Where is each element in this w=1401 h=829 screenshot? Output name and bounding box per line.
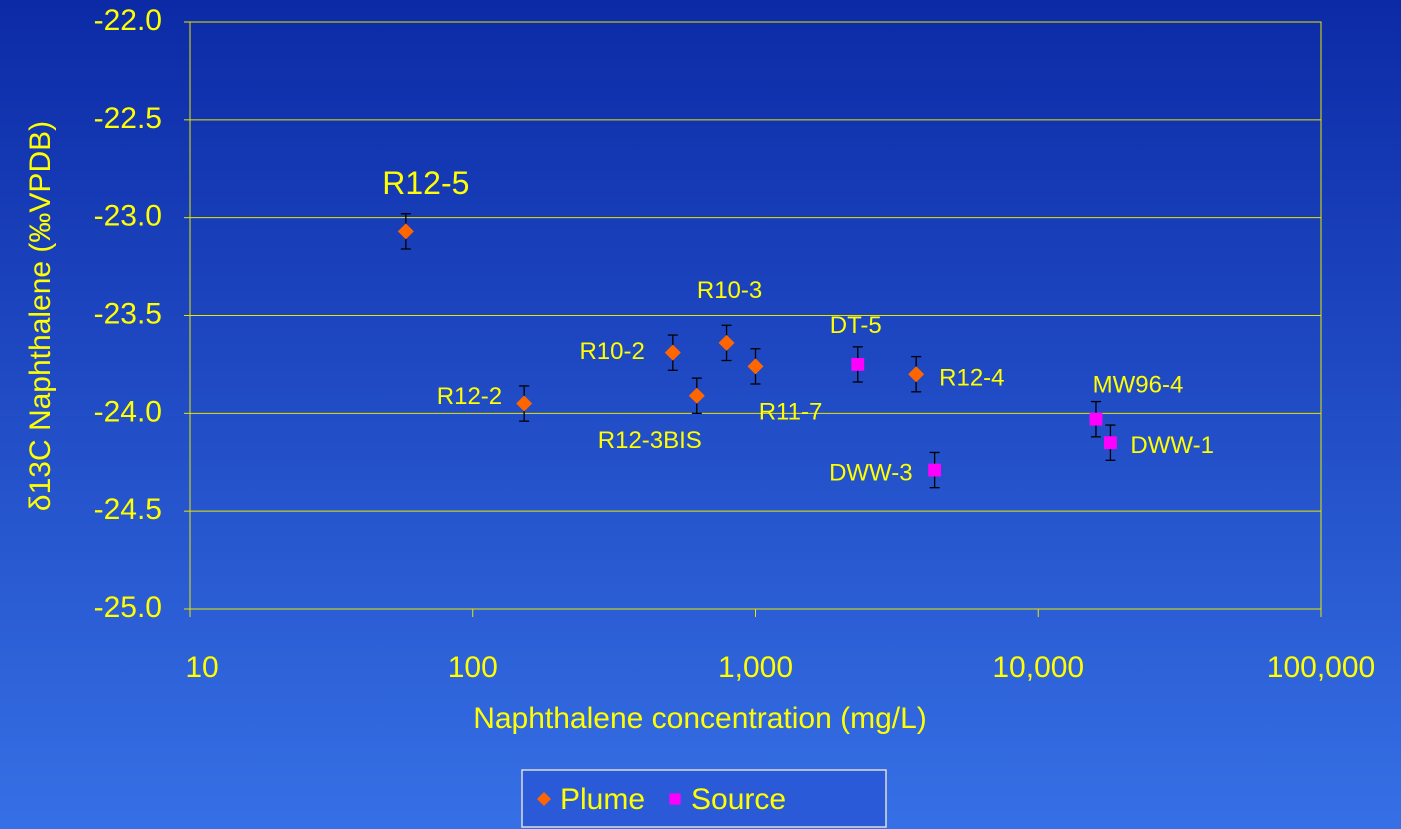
- point-label: R10-2: [579, 338, 644, 365]
- point-label: DT-5: [830, 312, 882, 339]
- legend-marker: [669, 793, 681, 805]
- x-tick-label: 10,000: [992, 651, 1084, 684]
- x-tick-label: 100,000: [1267, 651, 1375, 684]
- point: [928, 463, 942, 477]
- point: [908, 366, 925, 383]
- x-axis-label: Naphthalene concentration (mg/L): [473, 702, 927, 735]
- point: [516, 395, 533, 412]
- y-tick-label: -23.5: [94, 297, 162, 330]
- plot-frame: [189, 21, 1322, 610]
- x-tick-label: 100: [448, 651, 498, 684]
- legend-box: [521, 769, 887, 828]
- point: [1089, 412, 1103, 426]
- point: [747, 358, 764, 375]
- point: [397, 223, 414, 240]
- point-label: R11-7: [759, 399, 823, 426]
- y-axis-label: δ13C Naphthalene (‰VPDB): [24, 121, 57, 511]
- x-tick-label: 10: [185, 651, 218, 684]
- point: [718, 334, 735, 351]
- point-label: R12-4: [939, 365, 1004, 392]
- y-tick-label: -24.5: [94, 493, 162, 526]
- point-label: R12-2: [437, 383, 502, 410]
- y-tick-label: -23.0: [94, 200, 162, 233]
- y-tick-label: -24.0: [94, 395, 162, 428]
- point: [664, 344, 681, 361]
- legend-marker: [537, 792, 551, 806]
- y-tick-label: -22.0: [94, 4, 162, 37]
- point-label: DWW-3: [829, 459, 913, 486]
- point-label: DWW-1: [1130, 432, 1214, 459]
- point-label: R10-3: [697, 277, 762, 304]
- point-label: R12-5: [382, 165, 469, 201]
- point: [1104, 436, 1117, 450]
- y-tick-label: -25.0: [94, 591, 162, 624]
- point-label: R12-3BIS: [598, 427, 702, 454]
- legend-label: Source: [691, 783, 786, 816]
- point: [688, 387, 705, 404]
- y-tick-label: -22.5: [94, 102, 162, 135]
- legend-label: Plume: [560, 783, 645, 816]
- point: [851, 358, 865, 371]
- point-label: MW96-4: [1093, 372, 1184, 399]
- x-tick-label: 1,000: [718, 651, 793, 684]
